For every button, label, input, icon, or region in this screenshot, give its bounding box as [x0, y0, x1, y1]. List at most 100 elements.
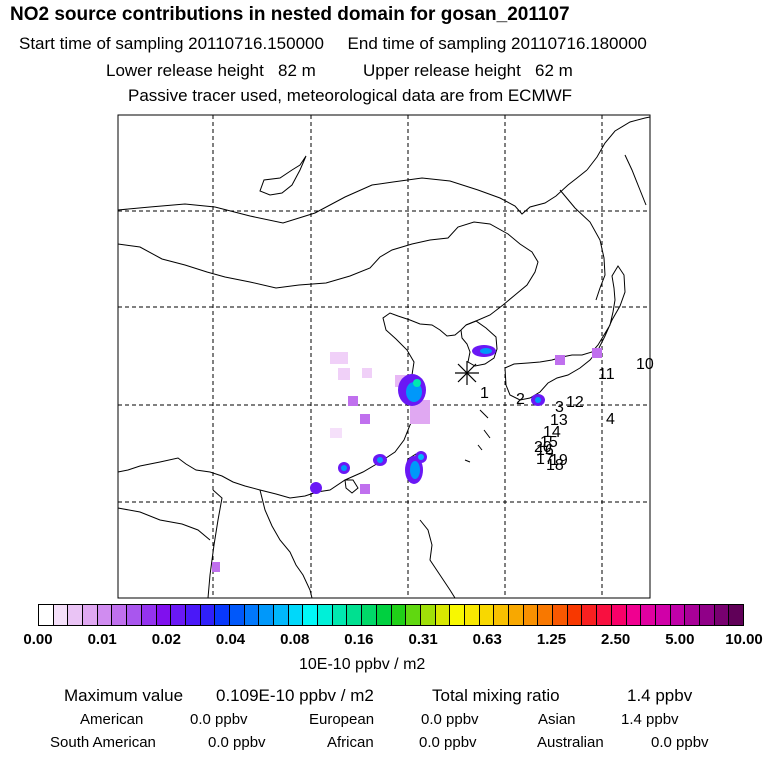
- region-name: American: [80, 711, 144, 728]
- colorbar-swatch: [376, 605, 392, 625]
- total-mixing-value: 1.4 ppbv: [627, 686, 693, 705]
- colorbar-swatch: [288, 605, 304, 625]
- colorbar-tick-label: 0.02: [151, 631, 181, 648]
- colorbar-swatch: [567, 605, 583, 625]
- colorbar-swatch: [347, 605, 363, 625]
- traj-label: 19: [550, 452, 568, 469]
- colorbar-tick-label: 0.08: [280, 631, 310, 648]
- colorbar-swatch: [112, 605, 128, 625]
- colorbar-swatch: [229, 605, 245, 625]
- traj-label: 2: [516, 391, 525, 408]
- colorbar-swatch: [420, 605, 436, 625]
- region-value: 0.0 ppbv: [419, 734, 477, 751]
- region-value: 1.4 ppbv: [621, 711, 679, 728]
- colorbar-swatch: [538, 605, 554, 625]
- colorbar-swatch: [97, 605, 113, 625]
- colorbar-swatch: [185, 605, 201, 625]
- tracer-info-line: Passive tracer used, meteorological data…: [128, 86, 573, 105]
- asterisk-icon: [455, 361, 479, 385]
- region-name: European: [309, 711, 375, 728]
- colorbar-tick-label: 0.01: [87, 631, 117, 648]
- colorbar-unit: 10E-10 ppbv / m2: [299, 656, 426, 673]
- colorbar-tick-label: 0.00: [23, 631, 53, 648]
- colorbar-swatch: [141, 605, 157, 625]
- traj-label: 12: [566, 394, 584, 411]
- colorbar-swatch: [215, 605, 230, 625]
- colorbar-swatch: [553, 605, 568, 625]
- colorbar-swatch: [670, 605, 686, 625]
- map-frame: [117, 114, 651, 599]
- colorbar-tick-label: 5.00: [665, 631, 695, 648]
- colorbar-swatch: [53, 605, 69, 625]
- traj-label: 10: [636, 356, 654, 373]
- colorbar-swatch: [479, 605, 495, 625]
- traj-label: 1: [480, 385, 489, 402]
- traj-label: 15: [540, 434, 558, 451]
- colorbar-swatch: [464, 605, 480, 625]
- colorbar-swatch: [523, 605, 539, 625]
- colorbar-tick-label: 0.04: [215, 631, 246, 648]
- colorbar-swatch: [171, 605, 186, 625]
- region-name: African: [327, 734, 374, 751]
- total-mixing-label: Total mixing ratio: [432, 686, 560, 705]
- colorbar-swatch: [714, 605, 730, 625]
- region-name: South American: [50, 734, 156, 751]
- region-name: Australian: [537, 734, 604, 751]
- colorbar-tick-label: 0.31: [408, 631, 438, 648]
- colorbar-swatch: [127, 605, 142, 625]
- max-value: 0.109E-10 ppbv / m2: [216, 686, 374, 705]
- traj-label: 4: [606, 411, 615, 428]
- colorbar-swatch: [611, 605, 627, 625]
- colorbar-swatch: [259, 605, 274, 625]
- colorbar-swatch: [450, 605, 465, 625]
- colorbar-tick-label: 1.25: [536, 631, 567, 648]
- traj-label: 17: [536, 451, 554, 468]
- traj-label: 18: [546, 457, 564, 474]
- colorbar-swatch: [655, 605, 671, 625]
- colorbar-swatch: [391, 605, 407, 625]
- traj-label: 11: [598, 366, 615, 383]
- colorbar-swatch: [200, 605, 216, 625]
- colorbar-swatch: [509, 605, 524, 625]
- colorbar-tick-label: 10.00: [725, 631, 763, 648]
- contribution-field: [212, 345, 602, 572]
- colorbar-swatch: [362, 605, 377, 625]
- colorbar-swatch: [435, 605, 451, 625]
- colorbar-swatch: [39, 605, 54, 625]
- coastlines: [117, 116, 651, 599]
- map-title: NO2 source contributions in nested domai…: [10, 4, 570, 25]
- region-value: 0.0 ppbv: [190, 711, 248, 728]
- colorbar-swatch: [156, 605, 172, 625]
- release-height-line: Lower release height 82 m Upper release …: [106, 61, 573, 80]
- colorbar-tick-label: 0.16: [344, 631, 374, 648]
- traj-label: 14: [543, 424, 561, 441]
- colorbar-swatch: [274, 605, 289, 625]
- colorbar-swatch: [406, 605, 421, 625]
- region-name: Asian: [538, 711, 576, 728]
- colorbar-swatch: [494, 605, 509, 625]
- sampling-time-line: Start time of sampling 20110716.150000 E…: [19, 34, 647, 53]
- colorbar-swatch: [582, 605, 598, 625]
- traj-label: 13: [550, 412, 568, 429]
- colorbar-swatch: [332, 605, 348, 625]
- colorbar-swatch: [641, 605, 656, 625]
- colorbar: [38, 604, 744, 626]
- region-value: 0.0 ppbv: [208, 734, 266, 751]
- colorbar-swatch: [685, 605, 700, 625]
- colorbar-swatch: [244, 605, 260, 625]
- colorbar-swatch: [318, 605, 333, 625]
- traj-label: 3: [555, 399, 564, 416]
- colorbar-swatch: [597, 605, 612, 625]
- colorbar-swatch: [83, 605, 98, 625]
- colorbar-swatch: [729, 605, 743, 625]
- colorbar-swatch: [68, 605, 84, 625]
- colorbar-tick-label: 0.63: [472, 631, 502, 648]
- traj-label: 16: [536, 442, 554, 459]
- max-value-label: Maximum value: [64, 686, 184, 705]
- region-value: 0.0 ppbv: [421, 711, 479, 728]
- colorbar-tick-label: 2.50: [601, 631, 631, 648]
- colorbar-swatch: [699, 605, 715, 625]
- colorbar-swatch: [303, 605, 319, 625]
- colorbar-swatch: [626, 605, 642, 625]
